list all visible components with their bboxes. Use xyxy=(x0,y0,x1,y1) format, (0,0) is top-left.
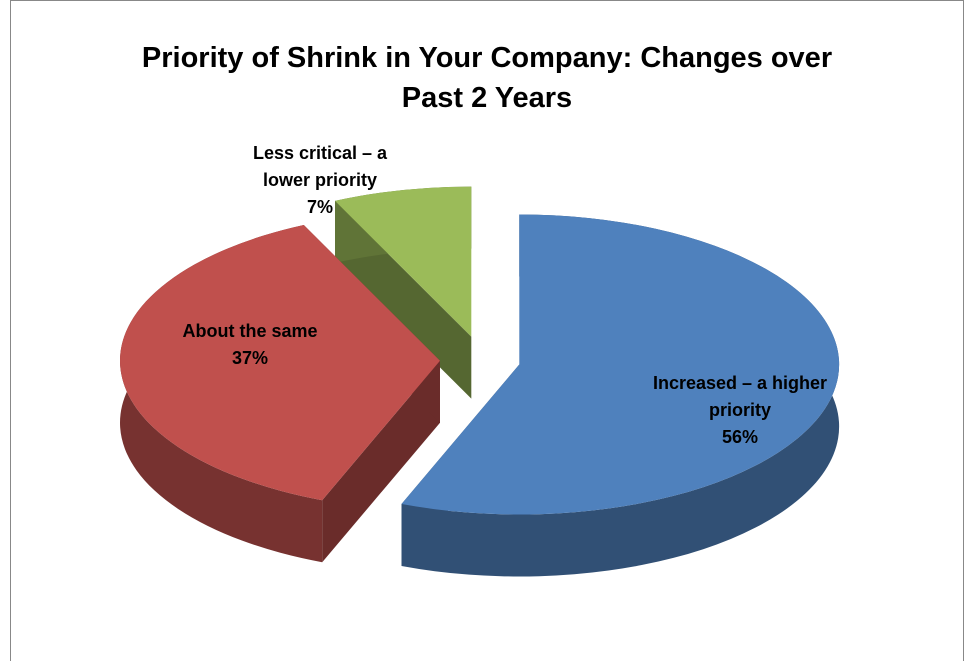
chart-title: Priority of Shrink in Your Company: Chan… xyxy=(141,42,833,114)
value-label: 7% xyxy=(306,197,333,217)
category-label: About the same xyxy=(182,321,318,341)
value-label: 56% xyxy=(721,427,759,447)
category-label: Increased – a higher priority xyxy=(652,373,828,420)
slice-side xyxy=(322,360,440,563)
pie-slice xyxy=(335,186,472,337)
value-label: 37% xyxy=(231,348,269,368)
pie-slice xyxy=(120,225,440,501)
pie-slice xyxy=(401,214,840,515)
data-label: About the same 37% xyxy=(150,318,350,372)
category-label: Less critical – a lower priority xyxy=(252,143,388,190)
data-label: Increased – a higher priority 56% xyxy=(650,370,830,451)
data-label: Less critical – a lower priority 7% xyxy=(230,140,410,221)
